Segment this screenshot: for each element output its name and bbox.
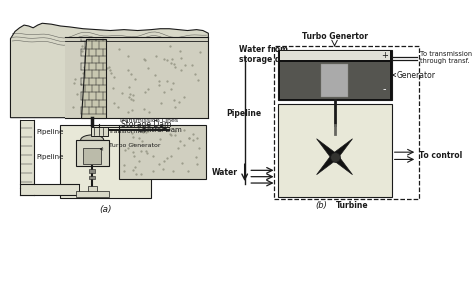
Text: Water from
storage dam: Water from storage dam (239, 45, 294, 65)
Polygon shape (19, 184, 79, 195)
Text: Turbo Genertor: Turbo Genertor (301, 31, 367, 41)
Text: Control Dam: Control Dam (138, 127, 182, 133)
Polygon shape (76, 191, 109, 197)
Polygon shape (91, 127, 108, 136)
Text: (b): (b) (315, 201, 327, 210)
Polygon shape (332, 139, 353, 159)
Text: To transmission
through transf.: To transmission through transf. (420, 51, 472, 64)
Polygon shape (90, 176, 95, 179)
Polygon shape (76, 140, 109, 166)
Polygon shape (317, 154, 337, 175)
Polygon shape (65, 37, 209, 118)
Polygon shape (317, 139, 337, 159)
Text: +: + (381, 50, 388, 60)
Polygon shape (19, 120, 34, 188)
Polygon shape (280, 62, 390, 98)
Text: Pipeline: Pipeline (36, 154, 63, 160)
Polygon shape (88, 186, 97, 195)
Polygon shape (278, 50, 392, 101)
Polygon shape (81, 39, 106, 118)
Polygon shape (119, 125, 206, 179)
Text: Transmission Lines: Transmission Lines (119, 118, 179, 123)
Text: (a): (a) (100, 205, 112, 214)
Text: Generator: Generator (392, 71, 435, 79)
Polygon shape (280, 51, 390, 60)
Text: Water: Water (211, 168, 237, 177)
Text: Pipeline: Pipeline (227, 109, 262, 118)
Polygon shape (83, 148, 101, 164)
Polygon shape (90, 169, 95, 173)
Polygon shape (81, 135, 104, 140)
Text: To control: To control (419, 151, 462, 160)
Text: Transformer: Transformer (109, 129, 146, 134)
Text: Storage Dam: Storage Dam (121, 120, 172, 129)
Text: Pipeline: Pipeline (36, 129, 63, 135)
Polygon shape (60, 125, 151, 198)
Polygon shape (332, 154, 353, 175)
Polygon shape (10, 23, 209, 118)
Bar (278, 104, 392, 197)
Text: Turbine: Turbine (337, 201, 369, 210)
Polygon shape (321, 64, 348, 97)
Bar (273, 46, 419, 199)
Text: Turbo Generator: Turbo Generator (100, 143, 160, 150)
Text: -: - (383, 85, 386, 94)
